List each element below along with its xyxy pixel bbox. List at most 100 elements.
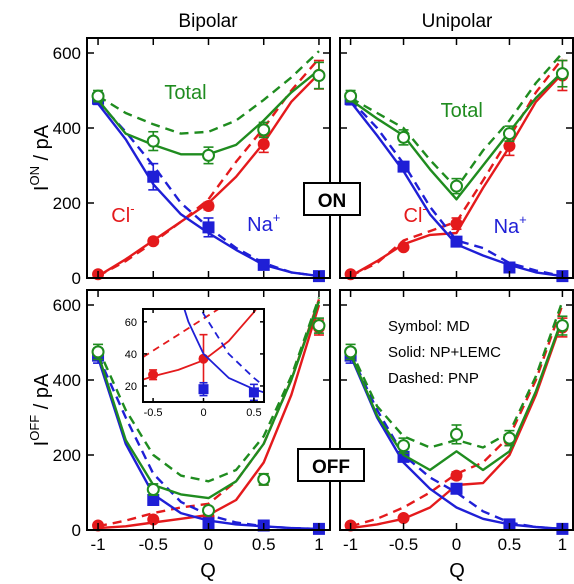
inset-blue-md-point	[198, 384, 209, 395]
off-bipolar-green-curves	[96, 297, 321, 500]
off-bipolar-ytick-label: 600	[53, 296, 81, 315]
on-unipolar-label-text: Cl	[404, 205, 423, 227]
y-axis-label-on: ION / pA	[27, 124, 53, 191]
panel-off-unipolar: -1 -0.5 0 0.5 1	[339, 289, 574, 554]
on-bipolar-red-md-point	[147, 235, 160, 248]
off-bipolar-ytick-label: 400	[53, 371, 81, 390]
on-unipolar-label-green: Total	[441, 100, 483, 122]
legend-solid-np-lemc: Solid: NP+LEMC	[388, 344, 501, 361]
on-bipolar-ytick-label: 0	[72, 269, 81, 288]
column-title-unipolar: Unipolar	[422, 11, 493, 32]
off-bipolar-xtick-label: 0.5	[252, 535, 276, 554]
inset-plot: -0.5 0 0.5 20 40 60	[125, 308, 265, 419]
off-bipolar-green-dashed-line	[96, 297, 321, 483]
on-unipolar-blue-dashed-line	[349, 99, 563, 278]
on-bipolar-red-md-point	[257, 138, 270, 151]
inset-ytick-label: 40	[125, 349, 137, 361]
off-bipolar-xtick-label: 0	[204, 535, 213, 554]
off-bipolar-ytick-label: 0	[72, 521, 81, 540]
off-unipolar-xtick-label: 0.5	[498, 535, 522, 554]
off-bipolar-green-md-point	[312, 319, 326, 333]
off-unipolar-xtick-label: 1	[558, 535, 567, 554]
on-unipolar-label-text: Total	[441, 100, 483, 122]
legend: Symbol: MD Solid: NP+LEMC Dashed: PNP	[388, 318, 501, 387]
off-bipolar-green-md-point	[257, 472, 271, 486]
on-unipolar-red-solid-line	[350, 72, 564, 278]
y-axis-label-on-tail: / pA	[31, 124, 53, 166]
on-bipolar-ytick-label: 400	[53, 119, 81, 138]
off-bipolar-green-md-point	[146, 483, 160, 496]
x-axis-label-unipolar: Q	[449, 560, 465, 582]
on-bipolar-blue-md-point	[147, 170, 160, 183]
off-unipolar-green-md-point	[397, 439, 411, 453]
on-bipolar-label-text: Na	[247, 214, 273, 236]
on-unipolar-label-text: Na	[494, 216, 520, 238]
on-bipolar-label-text: Total	[164, 82, 206, 104]
off-unipolar-red-dashed-line	[350, 304, 564, 528]
y-axis-label-off: IOFF / pA	[27, 373, 53, 446]
off-unipolar-blue-curves	[349, 353, 563, 530]
off-unipolar-red-md-point	[450, 469, 463, 482]
on-bipolar-green-md-point	[257, 123, 271, 137]
on-bipolar-label-sup: +	[273, 210, 281, 225]
on-bipolar-label-red: Cl-	[111, 201, 134, 227]
column-title-bipolar: Bipolar	[178, 11, 238, 32]
panel-on-bipolar: 0 200 400 600 Total Cl- Na+	[53, 37, 331, 288]
on-unipolar-green-solid-line	[349, 70, 564, 201]
on-unipolar-blue-md-point	[397, 160, 410, 173]
off-bipolar-ytick-label: 200	[53, 446, 81, 465]
off-bipolar-xtick-label: -0.5	[139, 535, 168, 554]
y-axis-label-off-main: I	[31, 441, 53, 447]
off-unipolar-green-md-point	[502, 431, 516, 445]
off-bipolar-xtick-label: -1	[90, 535, 105, 554]
on-bipolar-green-md-point	[202, 148, 215, 162]
off-unipolar-blue-dashed-line	[349, 353, 563, 530]
legend-symbol-md: Symbol: MD	[388, 318, 470, 335]
on-bipolar-ytick-label: 600	[53, 44, 81, 63]
on-bipolar-label-text: Cl	[111, 205, 130, 227]
on-bipolar-label-blue: Na+	[247, 210, 280, 236]
off-bipolar-blue-md-point	[147, 494, 160, 506]
badge-off: OFF	[297, 448, 365, 482]
y-axis-label-off-sup: OFF	[27, 415, 42, 441]
off-unipolar-xtick-label: -0.5	[389, 535, 418, 554]
inset-red-md-point	[198, 353, 209, 364]
svg-text:ION / pA: ION / pA	[27, 124, 53, 191]
on-bipolar-green-md-point	[146, 134, 160, 148]
inset-red-md-point	[148, 369, 159, 380]
on-bipolar-green-md-point	[91, 89, 105, 103]
on-bipolar-ytick-label: 200	[53, 194, 81, 213]
off-bipolar-green-md-point	[91, 345, 105, 359]
on-bipolar-blue-md-point	[202, 221, 215, 234]
on-unipolar-blue-md-point	[450, 235, 463, 248]
inset-ytick-label: 60	[125, 317, 137, 329]
panel-on-unipolar: Total Cl- Na+	[339, 37, 574, 283]
off-unipolar-green-md-point	[344, 345, 358, 359]
inset-blue-md-point	[248, 387, 259, 398]
inset-xtick-label: 0	[200, 407, 206, 419]
off-unipolar-xtick-label: 0	[452, 535, 461, 554]
x-axis-label-bipolar: Q	[200, 560, 216, 582]
off-unipolar-xtick-label: -1	[343, 535, 358, 554]
on-unipolar-label-red: Cl-	[404, 201, 427, 227]
y-axis-label-on-sup: ON	[27, 166, 42, 186]
on-bipolar-red-md-point	[202, 200, 215, 212]
on-bipolar-green-md-point	[312, 69, 326, 82]
badge-off-label: OFF	[312, 457, 350, 478]
on-unipolar-red-md-point	[450, 217, 463, 230]
on-bipolar-blue-md-point	[257, 258, 270, 271]
on-unipolar-red-md-point	[397, 241, 410, 254]
on-unipolar-red-md-point	[503, 140, 516, 152]
off-unipolar-red-md-point	[397, 512, 410, 524]
off-unipolar-green-md-point	[450, 427, 463, 441]
on-bipolar-label-green: Total	[164, 82, 206, 104]
inset-ytick-label: 20	[125, 381, 137, 393]
on-unipolar-green-md-point	[502, 127, 516, 141]
on-unipolar-label-sup: +	[519, 212, 527, 227]
inset-blue-dashed-line	[200, 309, 264, 387]
inset-xtick-label: -0.5	[144, 407, 163, 419]
on-unipolar-label-blue: Na+	[494, 212, 527, 238]
off-bipolar-green-md-point	[202, 504, 215, 517]
svg-text:IOFF / pA: IOFF / pA	[27, 373, 53, 446]
